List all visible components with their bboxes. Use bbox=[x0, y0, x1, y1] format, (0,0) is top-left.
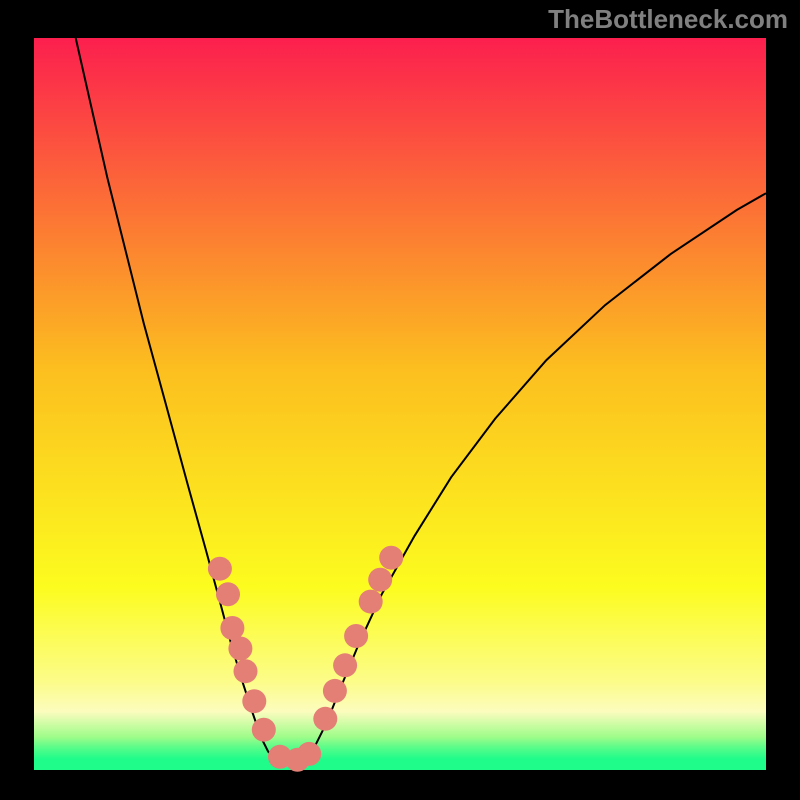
data-dot bbox=[228, 637, 252, 661]
data-dot bbox=[368, 568, 392, 592]
data-dot bbox=[323, 679, 347, 703]
data-dot bbox=[242, 689, 266, 713]
chart-background bbox=[34, 38, 766, 770]
data-dot bbox=[333, 653, 357, 677]
data-dot bbox=[220, 616, 244, 640]
data-dot bbox=[216, 582, 240, 606]
data-dot bbox=[297, 742, 321, 766]
watermark-text: TheBottleneck.com bbox=[548, 4, 788, 35]
data-dot bbox=[313, 707, 337, 731]
data-dot bbox=[344, 624, 368, 648]
data-dot bbox=[252, 718, 276, 742]
data-dot bbox=[359, 590, 383, 614]
data-dot bbox=[379, 546, 403, 570]
data-dot bbox=[234, 659, 258, 683]
data-dot bbox=[208, 557, 232, 581]
bottleneck-chart bbox=[0, 0, 800, 800]
